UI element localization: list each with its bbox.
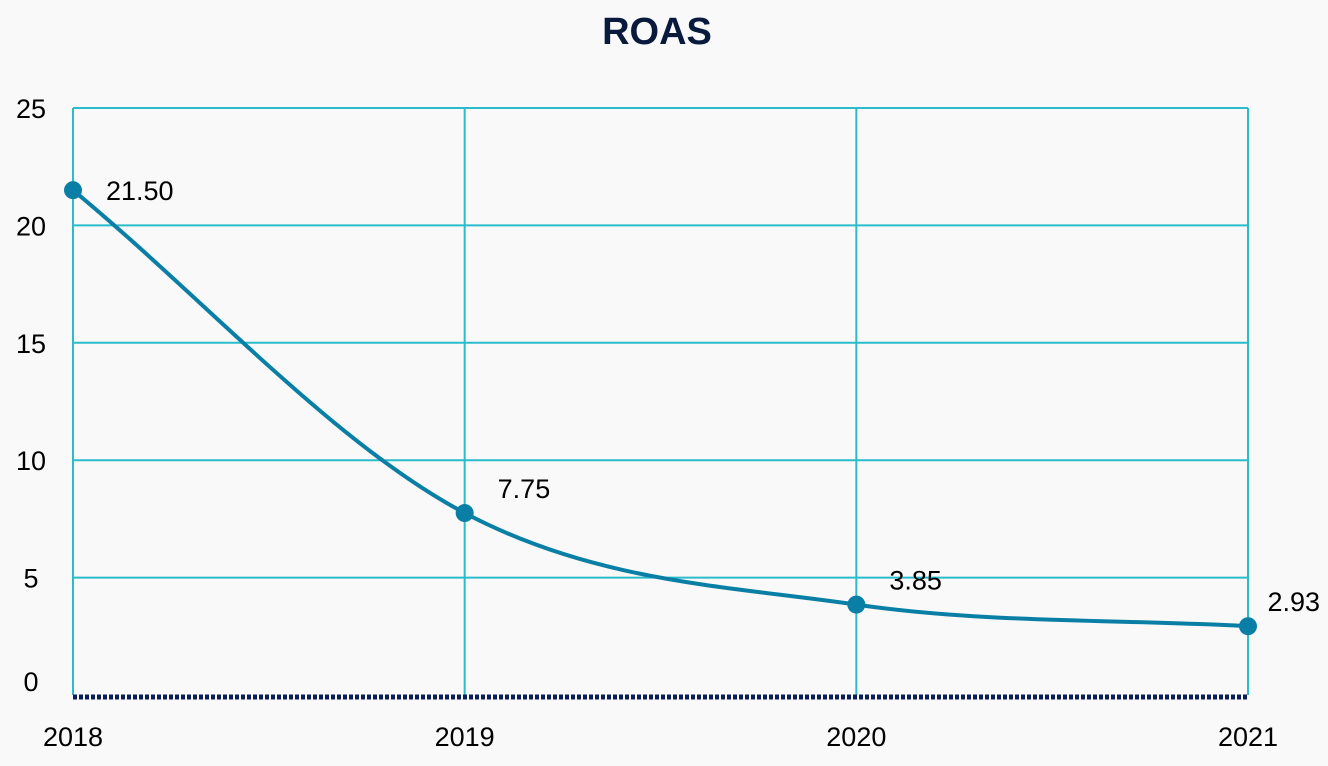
- x-axis: 2018 2019 2020 2021: [43, 694, 1278, 752]
- grid: [72, 107, 1249, 695]
- y-tick-label: 5: [23, 564, 38, 594]
- series: [64, 181, 1257, 636]
- x-tick-label: 2020: [826, 722, 886, 752]
- data-point-2018: [64, 181, 82, 200]
- y-tick-label: 10: [16, 446, 46, 476]
- data-point-2020: [847, 595, 866, 614]
- y-tick-label: 0: [23, 667, 38, 697]
- x-tick-label: 2018: [43, 722, 103, 752]
- data-label: 21.50: [106, 176, 174, 206]
- data-labels: 21.50 7.75 3.85 2.93: [106, 176, 1320, 617]
- x-tick-label: 2019: [435, 722, 495, 752]
- roas-series-line: [71, 188, 1249, 629]
- data-label: 2.93: [1267, 587, 1320, 617]
- data-point-2019: [455, 504, 474, 523]
- chart-title: ROAS: [602, 11, 712, 53]
- y-tick-label: 20: [16, 211, 46, 241]
- data-label: 7.75: [498, 474, 551, 504]
- x-tick-label: 2021: [1218, 722, 1278, 752]
- y-axis: 0 5 10 15 20 25: [16, 94, 46, 697]
- y-tick-label: 15: [16, 329, 46, 359]
- data-label: 3.85: [889, 566, 942, 596]
- y-tick-label: 25: [16, 94, 46, 124]
- data-point-2021: [1239, 617, 1257, 636]
